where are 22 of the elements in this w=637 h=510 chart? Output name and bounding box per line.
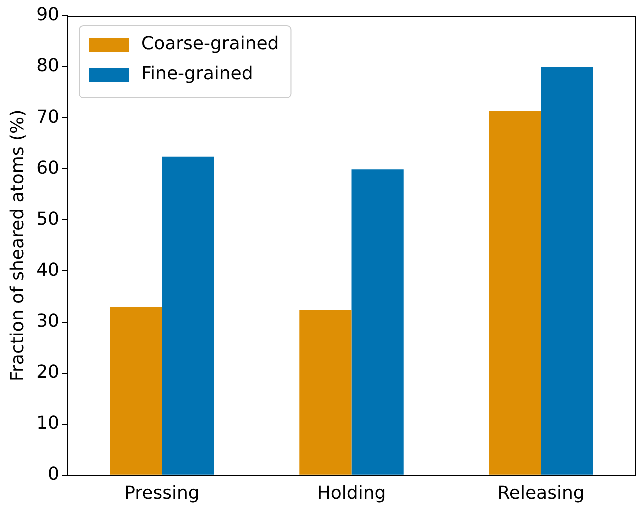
bar	[489, 111, 542, 475]
bar	[300, 310, 352, 475]
legend-label: Fine-grained	[142, 64, 254, 85]
y-tick-label: 0	[48, 464, 60, 486]
x-tick-label: Releasing	[498, 482, 585, 504]
bar	[162, 156, 214, 475]
bar	[541, 67, 594, 475]
x-tick-label: Holding	[317, 482, 386, 504]
legend-label: Coarse-grained	[142, 34, 280, 55]
x-tick-label: Pressing	[124, 482, 200, 504]
y-tick-label: 50	[36, 208, 60, 230]
y-tick-label: 30	[36, 310, 60, 332]
y-axis-title: Fraction of sheared atoms (%)	[7, 110, 28, 382]
y-tick-label: 40	[36, 260, 60, 281]
bar	[110, 306, 162, 475]
bar	[352, 170, 404, 475]
y-tick-label: 70	[36, 106, 60, 128]
y-tick-label: 10	[36, 413, 60, 434]
y-tick-label: 20	[36, 362, 60, 383]
y-tick-label: 60	[36, 158, 60, 179]
y-tick-label: 80	[36, 56, 60, 77]
y-tick-label: 90	[36, 4, 60, 26]
